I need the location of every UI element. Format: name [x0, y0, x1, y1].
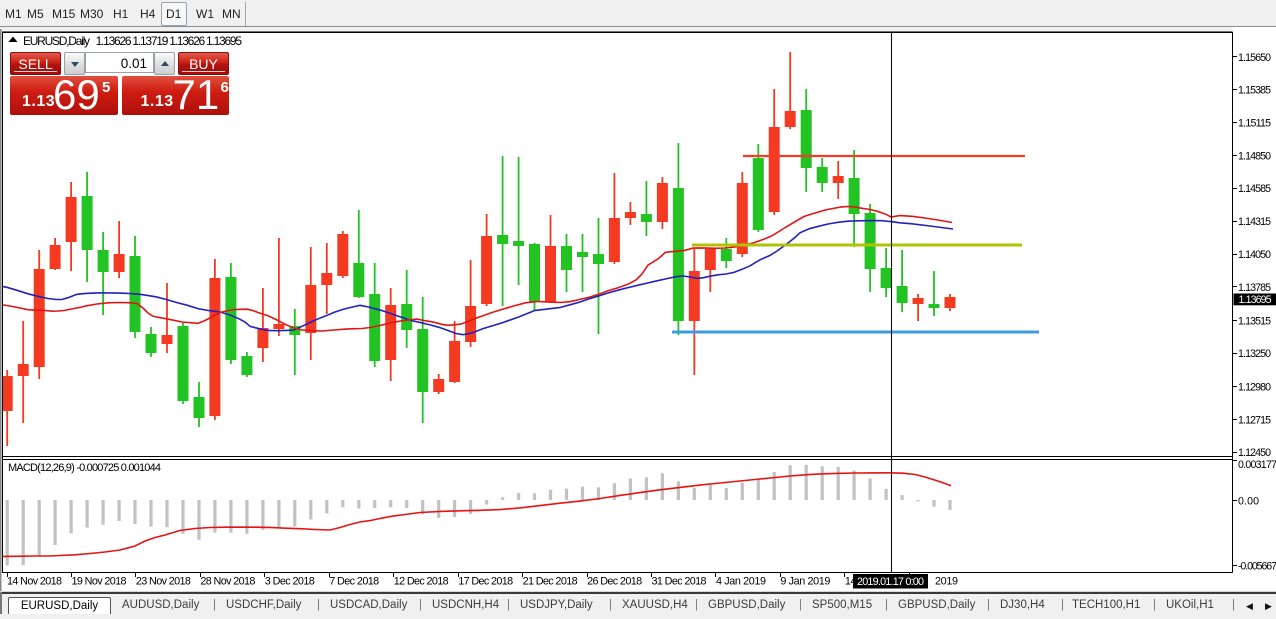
svg-text:0.003177: 0.003177 — [1238, 459, 1276, 471]
svg-text:1.13785: 1.13785 — [1238, 282, 1271, 294]
svg-text:1.15385: 1.15385 — [1238, 85, 1271, 97]
svg-text:1.15650: 1.15650 — [1238, 52, 1271, 64]
svg-text:1.13250: 1.13250 — [1238, 348, 1271, 360]
svg-text:1.14050: 1.14050 — [1238, 249, 1271, 261]
svg-text:MACD(12,26,9) -0.000725 0.0010: MACD(12,26,9) -0.000725 0.001044 — [8, 462, 161, 474]
svg-text:1.12980: 1.12980 — [1238, 382, 1271, 394]
svg-text:0.00: 0.00 — [1238, 496, 1259, 508]
svg-text:14 Nov 2018: 14 Nov 2018 — [7, 576, 62, 588]
svg-text:1.14850: 1.14850 — [1238, 150, 1271, 162]
svg-text:17 Dec 2018: 17 Dec 2018 — [458, 576, 513, 588]
svg-text:28 Nov 2018: 28 Nov 2018 — [200, 576, 255, 588]
svg-text:3 Dec 2018: 3 Dec 2018 — [265, 576, 315, 588]
svg-text:1.14315: 1.14315 — [1238, 216, 1271, 228]
svg-text:2019: 2019 — [935, 576, 958, 588]
svg-text:1.15115: 1.15115 — [1238, 118, 1271, 130]
svg-text:7 Dec 2018: 7 Dec 2018 — [329, 576, 379, 588]
svg-text:2019.01.17 0:00: 2019.01.17 0:00 — [857, 576, 924, 588]
svg-text:EURUSD,Daily 1.13626 1.13719: EURUSD,Daily 1.13626 1.13719 1.13626 1.1… — [23, 34, 242, 48]
svg-text:1.14585: 1.14585 — [1238, 183, 1271, 195]
svg-text:4 Jan 2019: 4 Jan 2019 — [716, 576, 766, 588]
svg-text:23 Nov 2018: 23 Nov 2018 — [136, 576, 191, 588]
svg-text:1.13515: 1.13515 — [1238, 315, 1271, 327]
svg-text:1.12450: 1.12450 — [1238, 447, 1271, 459]
svg-text:9 Jan 2019: 9 Jan 2019 — [780, 576, 830, 588]
svg-text:31 Dec 2018: 31 Dec 2018 — [652, 576, 707, 588]
svg-text:1.12715: 1.12715 — [1238, 414, 1271, 426]
svg-text:1.13695: 1.13695 — [1239, 294, 1272, 306]
svg-text:-0.005667: -0.005667 — [1238, 560, 1276, 572]
svg-text:19 Nov 2018: 19 Nov 2018 — [72, 576, 127, 588]
svg-text:26 Dec 2018: 26 Dec 2018 — [587, 576, 642, 588]
svg-text:12 Dec 2018: 12 Dec 2018 — [394, 576, 449, 588]
svg-text:21 Dec 2018: 21 Dec 2018 — [523, 576, 578, 588]
